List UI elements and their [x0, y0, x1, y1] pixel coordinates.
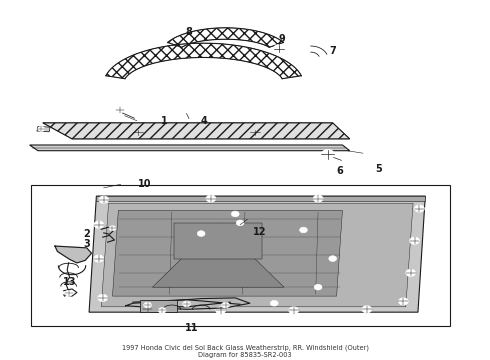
- Circle shape: [116, 107, 123, 113]
- Polygon shape: [101, 203, 413, 307]
- Bar: [174, 223, 262, 258]
- Polygon shape: [113, 210, 343, 296]
- Polygon shape: [168, 28, 283, 47]
- Circle shape: [221, 302, 229, 308]
- Polygon shape: [152, 223, 284, 287]
- Circle shape: [98, 294, 108, 301]
- Circle shape: [274, 45, 285, 53]
- Polygon shape: [106, 43, 301, 79]
- Circle shape: [321, 150, 334, 159]
- Polygon shape: [43, 123, 350, 139]
- Circle shape: [144, 302, 151, 308]
- Circle shape: [289, 307, 298, 314]
- Text: 12: 12: [253, 227, 267, 237]
- Polygon shape: [89, 196, 425, 312]
- Circle shape: [109, 226, 116, 231]
- Circle shape: [231, 211, 239, 217]
- Text: 10: 10: [138, 179, 152, 189]
- Bar: [140, 300, 177, 312]
- Circle shape: [183, 301, 191, 307]
- Circle shape: [158, 307, 166, 313]
- Text: 13: 13: [63, 277, 76, 287]
- Circle shape: [38, 126, 45, 131]
- Circle shape: [313, 195, 323, 202]
- Circle shape: [99, 196, 109, 203]
- Text: 1: 1: [161, 116, 168, 126]
- Polygon shape: [97, 196, 425, 202]
- Text: 8: 8: [186, 27, 193, 37]
- Circle shape: [314, 284, 322, 290]
- Circle shape: [197, 231, 205, 237]
- Circle shape: [143, 305, 152, 312]
- Text: 4: 4: [200, 116, 207, 126]
- Polygon shape: [125, 298, 250, 309]
- Circle shape: [216, 307, 225, 314]
- Text: 1997 Honda Civic del Sol Back Glass Weatherstrip, RR. Windshield (Outer)
Diagram: 1997 Honda Civic del Sol Back Glass Weat…: [122, 345, 368, 358]
- Polygon shape: [55, 246, 92, 263]
- Text: 2: 2: [83, 229, 90, 239]
- Text: 5: 5: [376, 164, 382, 174]
- Polygon shape: [30, 145, 350, 151]
- Text: 6: 6: [337, 166, 343, 176]
- Circle shape: [206, 195, 216, 202]
- Circle shape: [362, 306, 372, 313]
- Circle shape: [94, 255, 104, 262]
- Bar: [30, 185, 450, 327]
- Text: 3: 3: [83, 239, 90, 249]
- Circle shape: [415, 205, 424, 212]
- Text: 7: 7: [329, 46, 336, 56]
- Circle shape: [65, 291, 73, 296]
- Circle shape: [94, 221, 104, 228]
- Circle shape: [299, 227, 307, 233]
- Circle shape: [270, 300, 278, 306]
- Text: 9: 9: [278, 34, 285, 44]
- Polygon shape: [37, 126, 50, 132]
- Text: 11: 11: [185, 323, 198, 333]
- Circle shape: [410, 237, 419, 244]
- Circle shape: [236, 220, 244, 226]
- Circle shape: [329, 256, 337, 261]
- Circle shape: [398, 298, 408, 305]
- Polygon shape: [311, 46, 327, 57]
- Circle shape: [406, 269, 416, 276]
